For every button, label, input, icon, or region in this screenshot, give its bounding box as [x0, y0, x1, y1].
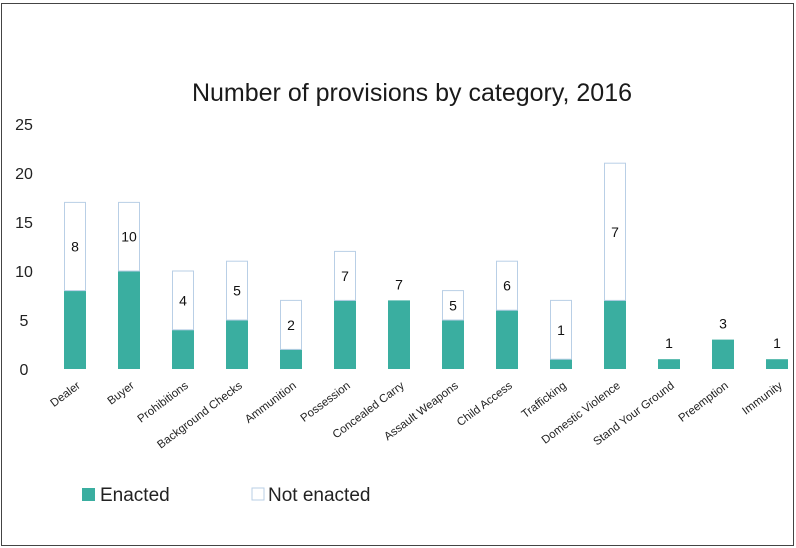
data-label: 10 [121, 229, 137, 245]
legend-swatch-enacted [82, 488, 95, 501]
bar-not-enacted [550, 299, 572, 360]
bar-enacted [442, 320, 464, 369]
data-label: 7 [341, 268, 349, 284]
bar-enacted [604, 300, 626, 369]
data-label: 8 [71, 239, 79, 255]
bar-not-enacted [64, 201, 86, 292]
bar-enacted [280, 349, 302, 369]
data-label: 1 [557, 322, 565, 338]
data-label: 6 [503, 278, 511, 294]
chart-canvas: Number of provisions by category, 2016 0… [15, 79, 788, 506]
x-tick-label: Trafficking [520, 380, 569, 421]
x-tick-label: Prohibitions [136, 380, 191, 426]
bars [64, 162, 788, 369]
x-tick-label: Possession [299, 380, 353, 425]
bar-not-enacted [442, 290, 464, 321]
bar-not-enacted [334, 250, 356, 301]
y-tick-label: 0 [20, 362, 29, 379]
bar-not-enacted [280, 299, 302, 350]
chart-frame: Number of provisions by category, 2016 0… [1, 3, 794, 546]
bar-enacted [766, 359, 788, 369]
bar-enacted [226, 320, 248, 369]
chart-title: Number of provisions by category, 2016 [192, 79, 632, 107]
y-axis: 0 5 10 15 20 25 [15, 117, 33, 379]
data-label: 5 [449, 297, 457, 313]
legend-label-not-enacted: Not enacted [268, 485, 370, 506]
bar-enacted [388, 300, 410, 369]
bar-enacted [172, 329, 194, 369]
x-tick-label: Child Access [455, 380, 515, 429]
data-label: 1 [773, 335, 781, 351]
bar-not-enacted [226, 260, 248, 321]
bar-not-enacted [604, 162, 626, 301]
bar-enacted [658, 359, 680, 369]
legend-label-enacted: Enacted [100, 485, 170, 506]
bar-not-enacted [496, 260, 518, 311]
y-tick-label: 10 [15, 264, 33, 281]
data-label: 1 [665, 335, 673, 351]
bar-enacted [712, 339, 734, 369]
bar-enacted [64, 290, 86, 369]
bar-enacted [118, 271, 140, 369]
data-label: 2 [287, 317, 295, 333]
y-tick-label: 25 [15, 117, 33, 134]
bar-enacted [334, 300, 356, 369]
data-label: 4 [179, 292, 187, 308]
bar-enacted [550, 359, 572, 369]
bar-enacted [496, 310, 518, 369]
x-tick-label: Buyer [106, 380, 137, 408]
x-tick-label: Dealer [49, 380, 83, 410]
data-label: 3 [719, 316, 727, 332]
data-label: 7 [611, 224, 619, 240]
data-label: 7 [395, 276, 403, 292]
y-tick-label: 15 [15, 215, 33, 232]
legend-swatch-not-enacted [251, 487, 265, 501]
legend: Enacted Not enacted [82, 485, 370, 506]
x-tick-label: Preemption [677, 380, 731, 425]
y-tick-label: 5 [20, 313, 29, 330]
x-tick-label: Immunity [740, 380, 785, 418]
y-tick-label: 20 [15, 166, 33, 183]
data-label: 5 [233, 283, 241, 299]
bar-not-enacted [118, 201, 140, 272]
x-tick-label: Ammunition [243, 380, 299, 426]
bar-not-enacted [172, 270, 194, 331]
